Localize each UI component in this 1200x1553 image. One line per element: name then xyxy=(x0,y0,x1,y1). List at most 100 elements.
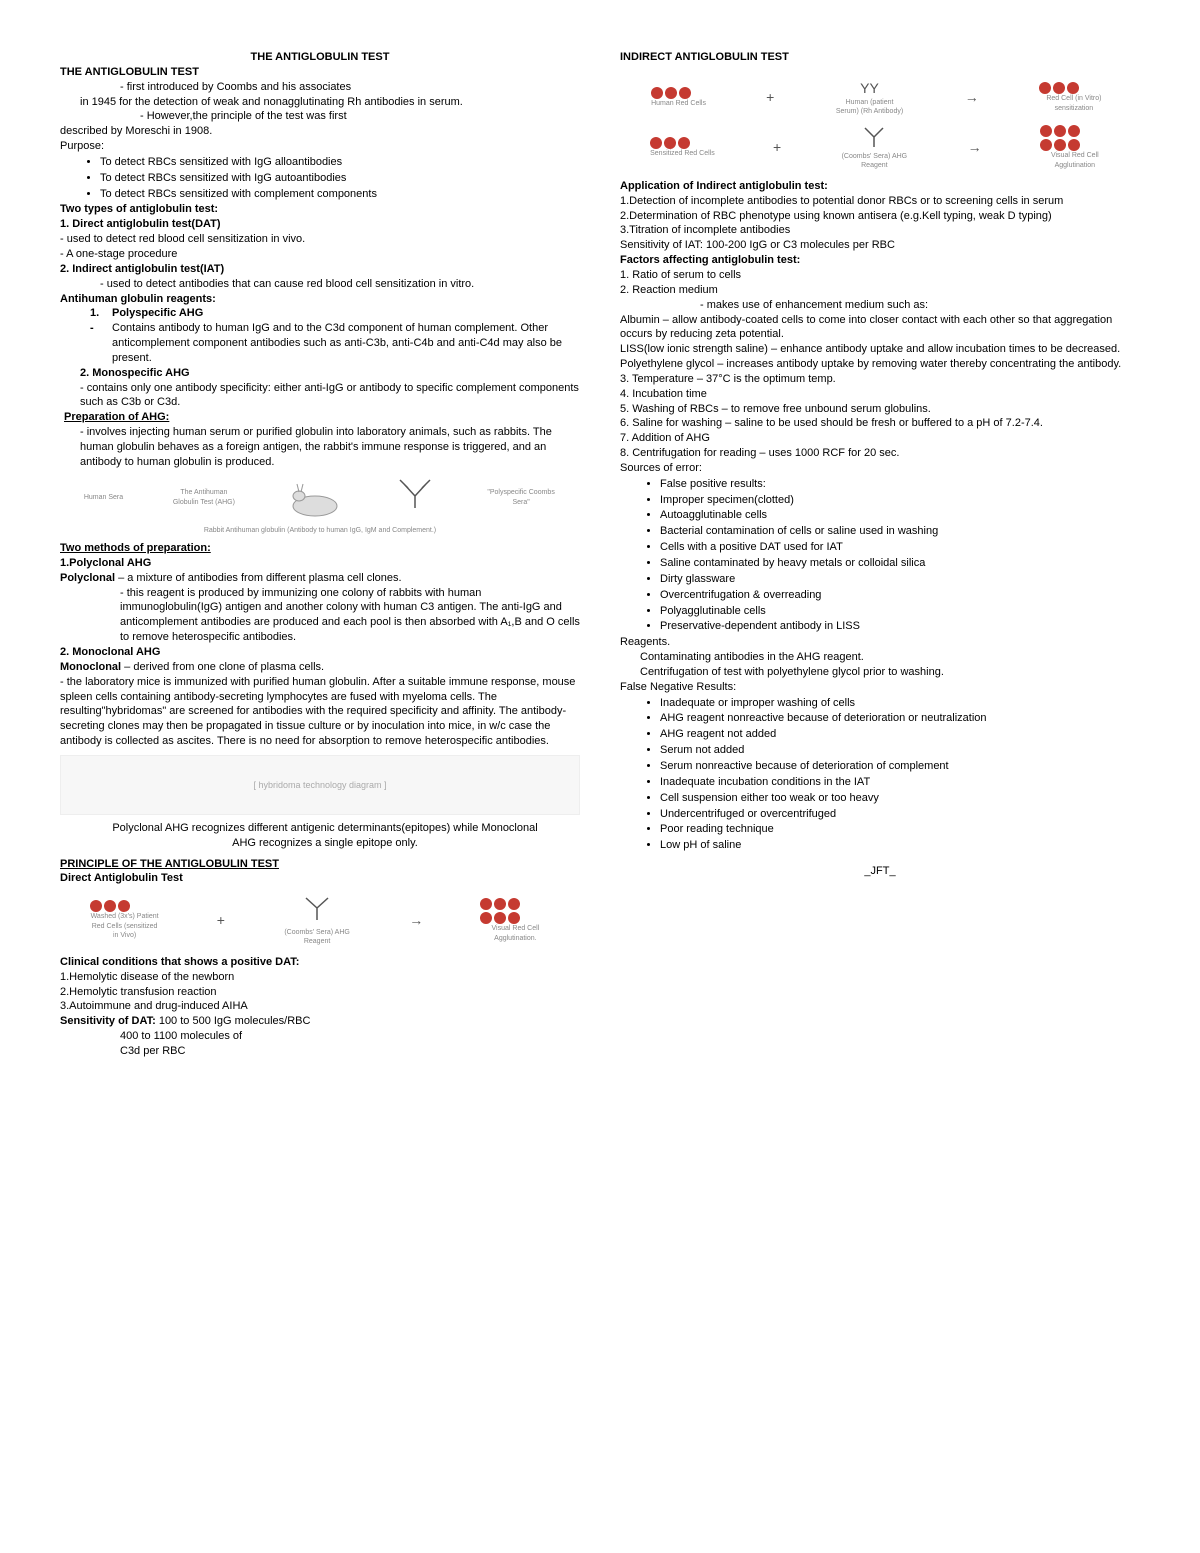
list-item: Serum not added xyxy=(660,743,1140,758)
body-text: 5. Washing of RBCs – to remove free unbo… xyxy=(620,402,1140,417)
body-text: - contains only one antibody specificity… xyxy=(60,381,580,411)
antibody-icon xyxy=(292,894,342,924)
figure-label: "Polyspecific Coombs Sera" xyxy=(486,488,556,507)
body-text: C3d per RBC xyxy=(60,1044,580,1059)
list-item: Improper specimen(clotted) xyxy=(660,493,1140,508)
list-item: Low pH of saline xyxy=(660,838,1140,853)
list-item: Undercentrifuged or overcentrifuged xyxy=(660,807,1140,822)
list-item: Polyagglutinable cells xyxy=(660,604,1140,619)
body-text: Sensitivity of DAT: 100 to 500 IgG molec… xyxy=(60,1014,580,1029)
list-item: Cells with a positive DAT used for IAT xyxy=(660,540,1140,555)
figure-label: Red Cell (in Vitro) sensitization xyxy=(1039,94,1109,113)
plus-icon: + xyxy=(773,138,781,157)
antibody-icon xyxy=(390,478,440,518)
figure-label: (Coombs' Sera) AHG Reagent xyxy=(282,928,352,947)
figure-caption: Rabbit Antihuman globulin (Antibody to h… xyxy=(60,526,580,535)
section-heading: Clinical conditions that shows a positiv… xyxy=(60,955,580,970)
list-item: To detect RBCs sensitized with complemen… xyxy=(100,187,580,202)
rbc-icon xyxy=(651,87,697,99)
figure-label: Visual Red Cell Agglutination. xyxy=(480,924,550,943)
body-text: Polyclonal AHG recognizes different anti… xyxy=(60,821,580,851)
list-item: Inadequate incubation conditions in the … xyxy=(660,775,1140,790)
plus-icon: + xyxy=(766,88,774,107)
list-item: AHG reagent not added xyxy=(660,727,1140,742)
body-text: Albumin – allow antibody-coated cells to… xyxy=(620,313,1140,343)
list-item: Bacterial contamination of cells or sali… xyxy=(660,524,1140,539)
numbered-list: 1.Polyspecific AHG -Contains antibody to… xyxy=(60,306,580,365)
figure-label: Washed (3x's) Patient Red Cells (sensiti… xyxy=(90,912,160,940)
purpose-list: To detect RBCs sensitized with IgG alloa… xyxy=(60,155,580,202)
body-text: 400 to 1100 molecules of xyxy=(60,1029,580,1044)
body-text: Sensitivity of IAT: 100-200 IgG or C3 mo… xyxy=(620,238,1140,253)
left-column: THE ANTIGLOBULIN TEST THE ANTIGLOBULIN T… xyxy=(60,50,580,1059)
arrow-icon: → xyxy=(965,88,979,107)
list-item: 2.Hemolytic transfusion reaction xyxy=(60,985,580,1000)
arrow-icon: → xyxy=(409,911,423,930)
figure-label: Sensitized Red Cells xyxy=(650,149,715,158)
signature: _JFT_ xyxy=(620,854,1140,879)
body-text: 3. Temperature – 37°C is the optimum tem… xyxy=(620,372,1140,387)
figure-label: Human Red Cells xyxy=(651,99,706,108)
false-negative-list: Inadequate or improper washing of cells … xyxy=(620,696,1140,853)
body-text: LISS(low ionic strength saline) – enhanc… xyxy=(620,342,1140,357)
body-text: in 1945 for the detection of weak and no… xyxy=(60,95,580,110)
body-text: - first introduced by Coombs and his ass… xyxy=(60,80,580,95)
arrow-icon: → xyxy=(968,138,982,157)
figure-label: (Coombs' Sera) AHG Reagent xyxy=(839,152,909,171)
body-text: - involves injecting human serum or puri… xyxy=(60,425,580,470)
body-text: Contains antibody to human IgG and to th… xyxy=(112,321,580,366)
body-text: 7. Addition of AHG xyxy=(620,431,1140,446)
subheading: Direct Antiglobulin Test xyxy=(60,871,580,886)
section-heading: PRINCIPLE OF THE ANTIGLOBULIN TEST xyxy=(60,857,580,872)
page: THE ANTIGLOBULIN TEST THE ANTIGLOBULIN T… xyxy=(60,50,1140,1059)
list-item: Serum nonreactive because of deteriorati… xyxy=(660,759,1140,774)
list-item: 1.Hemolytic disease of the newborn xyxy=(60,970,580,985)
list-item: 3.Autoimmune and drug-induced AIHA xyxy=(60,999,580,1014)
body-text: 2. Reaction medium xyxy=(620,283,1140,298)
body-text: - However,the principle of the test was … xyxy=(60,109,580,124)
list-item: Preservative-dependent antibody in LISS xyxy=(660,619,1140,634)
list-item: Poor reading technique xyxy=(660,822,1140,837)
rbc-icon xyxy=(90,900,136,912)
figure-ahg-prep: Human Sera The Antihuman Globulin Test (… xyxy=(60,470,580,526)
right-column: INDIRECT ANTIGLOBULIN TEST Human Red Cel… xyxy=(620,50,1140,1059)
body-text: - the laboratory mice is immunized with … xyxy=(60,675,580,749)
doc-title: THE ANTIGLOBULIN TEST xyxy=(60,50,580,65)
list-item: Overcentrifugation & overreading xyxy=(660,588,1140,603)
figure-iat: Human Red Cells + YY Human (patient Seru… xyxy=(620,71,1140,125)
section-heading: Sources of error: xyxy=(620,461,1140,476)
body-text: described by Moreschi in 1908. xyxy=(60,124,580,139)
rabbit-icon xyxy=(285,478,345,518)
subheading: 2. Indirect antiglobulin test(IAT) xyxy=(60,262,580,277)
list-item: Cell suspension either too weak or too h… xyxy=(660,791,1140,806)
plus-icon: + xyxy=(217,911,225,930)
rbc-icon xyxy=(650,137,696,149)
body-text: Monoclonal – derived from one clone of p… xyxy=(60,660,580,675)
body-text: 8. Centrifugation for reading – uses 100… xyxy=(620,446,1140,461)
subheading: 2. Monospecific AHG xyxy=(60,366,580,381)
body-text: Contaminating antibodies in the AHG reag… xyxy=(620,650,1140,665)
body-text: Centrifugation of test with polyethylene… xyxy=(620,665,1140,680)
body-text: - used to detect antibodies that can cau… xyxy=(60,277,580,292)
rbc-agglutination-icon xyxy=(480,898,526,924)
list-item: 2.Determination of RBC phenotype using k… xyxy=(620,209,1140,224)
body-text: Polyclonal – a mixture of antibodies fro… xyxy=(60,571,580,586)
section-heading: INDIRECT ANTIGLOBULIN TEST xyxy=(620,50,1140,65)
list-item: Saline contaminated by heavy metals or c… xyxy=(660,556,1140,571)
subheading: 2. Monoclonal AHG xyxy=(60,645,580,660)
list-item: To detect RBCs sensitized with IgG alloa… xyxy=(100,155,580,170)
figure-iat-row2: Sensitized Red Cells + (Coombs' Sera) AH… xyxy=(620,125,1140,179)
body-text: Reagents. xyxy=(620,635,1140,650)
subheading: 1. Direct antiglobulin test(DAT) xyxy=(60,217,580,232)
figure-label: Human Sera xyxy=(84,493,123,502)
list-item: Dirty glassware xyxy=(660,572,1140,587)
list-item: AHG reagent nonreactive because of deter… xyxy=(660,711,1140,726)
section-heading: Application of Indirect antiglobulin tes… xyxy=(620,179,1140,194)
rbc-icon xyxy=(1039,82,1085,94)
body-text: - used to detect red blood cell sensitiz… xyxy=(60,232,580,247)
section-heading: Two methods of preparation: xyxy=(60,541,580,556)
list-item-heading: Polyspecific AHG xyxy=(112,306,203,321)
list-item: 1.Detection of incomplete antibodies to … xyxy=(620,194,1140,209)
antibody-icon: YY xyxy=(835,79,905,98)
section-heading: THE ANTIGLOBULIN TEST xyxy=(60,65,580,80)
